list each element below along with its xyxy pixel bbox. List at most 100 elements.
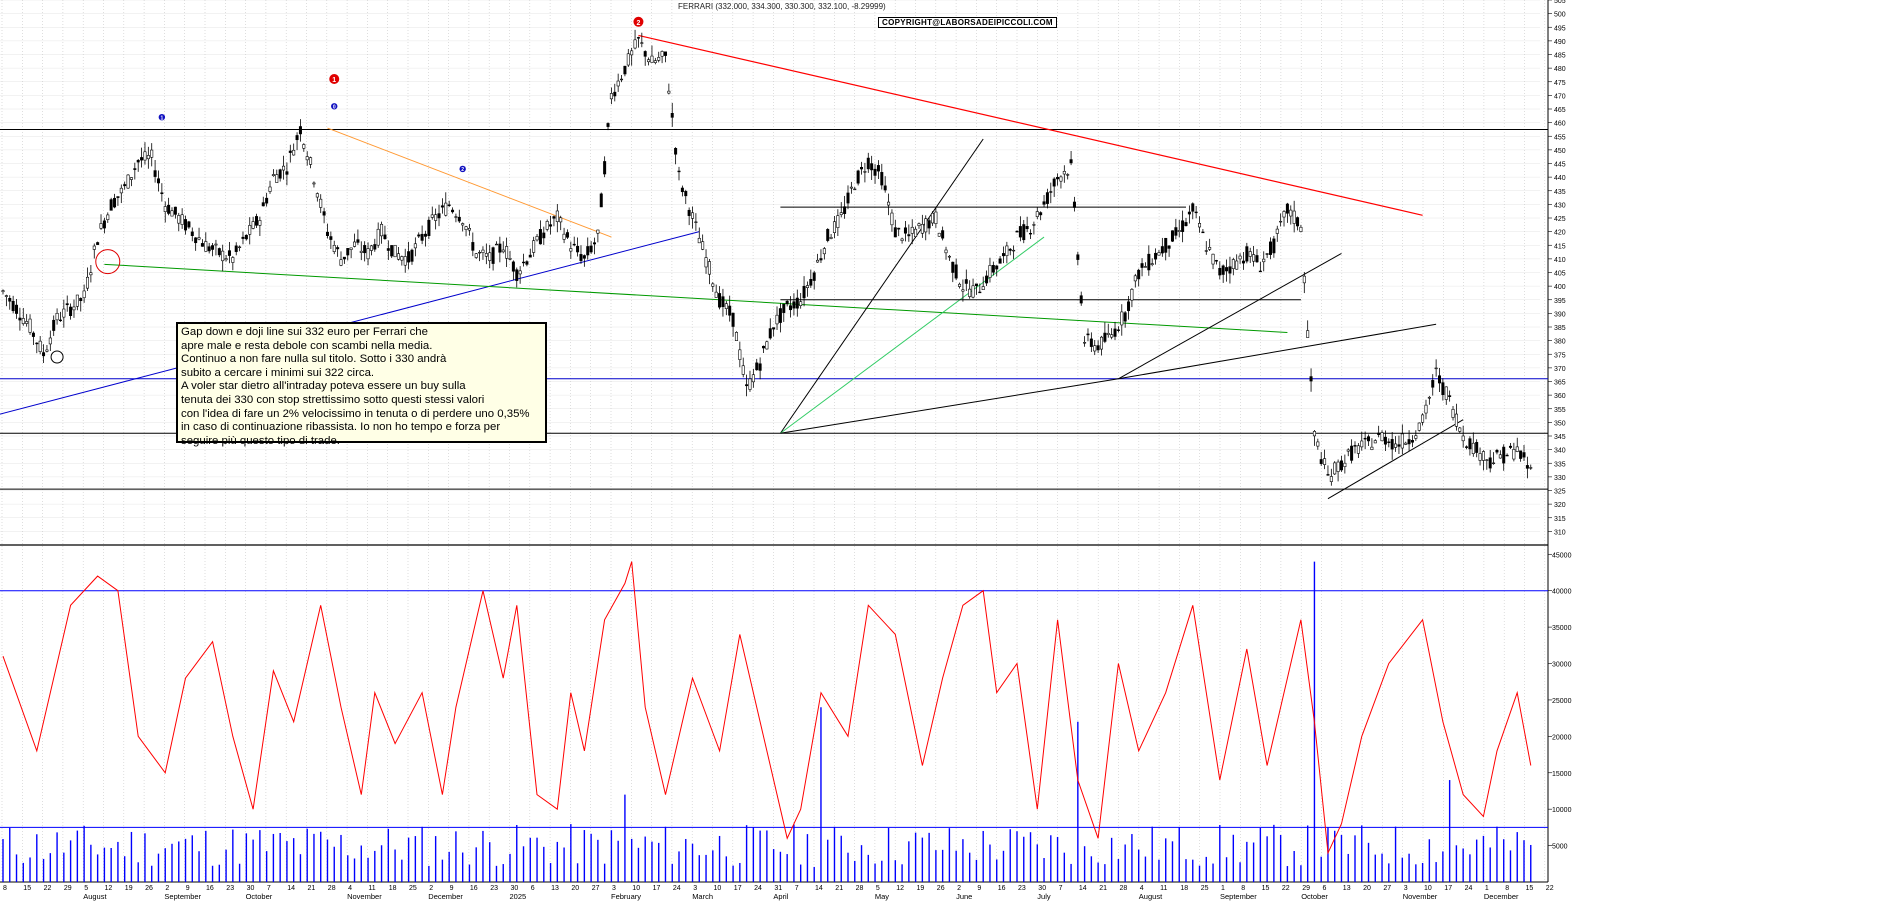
candle-body xyxy=(1262,258,1266,263)
candle-body xyxy=(1383,436,1387,445)
x-day-tick-label: 29 xyxy=(1302,885,1310,892)
candle-body xyxy=(1427,396,1431,399)
candle-body xyxy=(99,223,103,229)
candle-body xyxy=(758,363,762,371)
candle-body xyxy=(420,233,424,241)
x-day-tick-label: 7 xyxy=(795,885,799,892)
candle-body xyxy=(271,174,275,177)
orange-downtrend-line xyxy=(327,127,612,238)
candle-body xyxy=(1265,253,1269,255)
x-day-tick-label: 8 xyxy=(1505,885,1509,892)
candle-body xyxy=(1465,446,1469,448)
candle-body xyxy=(1505,454,1509,457)
candle-body xyxy=(1319,459,1323,464)
candle-body xyxy=(951,261,955,273)
x-day-tick-label: 22 xyxy=(44,885,52,892)
candle-body xyxy=(870,163,874,171)
x-day-tick-label: 3 xyxy=(612,885,616,892)
candle-body xyxy=(981,286,985,290)
candle-body xyxy=(1329,476,1333,482)
x-day-tick-label: 16 xyxy=(206,885,214,892)
candle-body xyxy=(156,178,160,184)
candle-body xyxy=(1451,409,1455,418)
candle-body xyxy=(1248,251,1252,257)
candle-body xyxy=(616,80,620,87)
candle-body xyxy=(569,248,573,252)
candle-body xyxy=(1397,444,1401,447)
price-tick-label: 420 xyxy=(1554,230,1566,237)
comment-line: con l'idea di fare un 2% velocissimo in … xyxy=(181,407,530,420)
candle-body xyxy=(860,166,864,170)
candle-body xyxy=(1508,445,1512,448)
candle-body xyxy=(129,177,133,180)
candle-body xyxy=(731,312,735,327)
candle-body xyxy=(711,283,715,287)
candle-body xyxy=(309,157,313,165)
candle-body xyxy=(349,247,353,250)
candle-body xyxy=(1035,211,1039,217)
x-day-tick-label: 17 xyxy=(734,885,742,892)
candle-body xyxy=(275,174,279,183)
candle-body xyxy=(718,293,722,308)
x-day-tick-label: 20 xyxy=(571,885,579,892)
x-month-label: April xyxy=(773,892,788,901)
candle-body xyxy=(386,248,390,251)
candle-body xyxy=(1056,176,1060,180)
candle-body xyxy=(1312,431,1316,437)
x-day-tick-label: 23 xyxy=(1018,885,1026,892)
candle-body xyxy=(251,221,255,229)
candle-body xyxy=(427,219,431,236)
candle-body xyxy=(1225,267,1229,272)
candle-body xyxy=(890,212,894,226)
candle-body xyxy=(1410,440,1414,443)
candle-body xyxy=(1039,212,1043,216)
candle-body xyxy=(1431,380,1435,388)
comment-line: Continuo a non fare nulla sul titolo. So… xyxy=(181,353,447,366)
candle-body xyxy=(1502,446,1506,464)
candle-body xyxy=(15,304,19,314)
x-month-label: February xyxy=(611,892,641,901)
candle-body xyxy=(163,206,167,213)
candle-body xyxy=(1461,435,1465,442)
candle-body xyxy=(555,210,559,222)
candle-body xyxy=(1299,226,1303,232)
price-tick-label: 405 xyxy=(1554,271,1566,278)
candle-body xyxy=(609,93,613,100)
candle-body xyxy=(603,161,607,175)
candle-body xyxy=(1238,255,1242,260)
price-tick-label: 500 xyxy=(1554,12,1566,19)
x-day-tick-label: 19 xyxy=(125,885,133,892)
x-day-tick-label: 24 xyxy=(754,885,762,892)
candle-body xyxy=(532,240,536,253)
candle-body xyxy=(1008,248,1012,251)
candle-body xyxy=(217,248,221,256)
candle-body xyxy=(937,232,941,237)
candle-body xyxy=(1015,230,1019,233)
blue-marker-label: 0 xyxy=(333,104,336,110)
candle-body xyxy=(623,65,627,75)
candle-body xyxy=(234,245,238,252)
x-day-tick-label: 25 xyxy=(409,885,417,892)
x-day-tick-label: 15 xyxy=(1526,885,1534,892)
price-tick-label: 330 xyxy=(1554,475,1566,482)
comment-line: Gap down e doji line sui 332 euro per Fe… xyxy=(181,326,428,338)
x-day-tick-label: 18 xyxy=(389,885,397,892)
candle-body xyxy=(653,60,657,63)
candle-body xyxy=(782,303,786,313)
x-month-label: November xyxy=(1403,892,1438,901)
candle-body xyxy=(102,220,106,229)
candle-body xyxy=(1,290,5,293)
candle-body xyxy=(819,258,823,261)
candle-body xyxy=(96,242,100,245)
candle-body xyxy=(586,246,590,256)
candle-body xyxy=(647,59,651,63)
price-tick-label: 470 xyxy=(1554,93,1566,100)
candle-body xyxy=(991,265,995,273)
candle-body xyxy=(606,123,610,127)
candle-body xyxy=(1448,395,1452,397)
price-tick-label: 415 xyxy=(1554,243,1566,250)
candle-body xyxy=(893,227,897,238)
x-day-tick-label: 28 xyxy=(328,885,336,892)
candle-body xyxy=(1198,223,1202,228)
candle-body xyxy=(4,295,8,297)
